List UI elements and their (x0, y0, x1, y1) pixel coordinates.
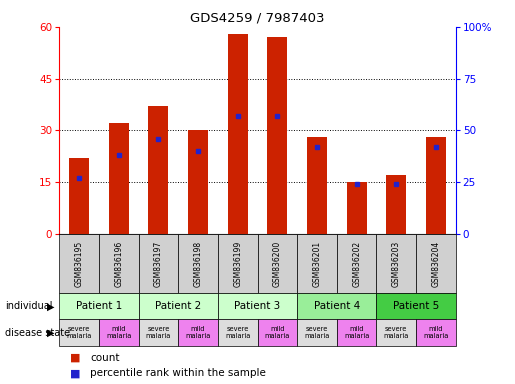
Text: disease state: disease state (5, 328, 70, 338)
Text: severe
malaria: severe malaria (66, 326, 92, 339)
Bar (386, 175, 406, 234)
Text: severe
malaria: severe malaria (384, 326, 409, 339)
Bar (297, 319, 337, 346)
Bar (59, 319, 99, 346)
Text: mild
malaria: mild malaria (265, 326, 290, 339)
Bar (376, 293, 456, 319)
Bar (297, 293, 376, 319)
Bar (178, 319, 218, 346)
Bar (218, 319, 258, 346)
Text: ▶: ▶ (47, 328, 55, 338)
Text: Patient 5: Patient 5 (393, 301, 439, 311)
Bar (258, 319, 297, 346)
Title: GDS4259 / 7987403: GDS4259 / 7987403 (190, 11, 325, 24)
Bar (297, 234, 337, 293)
Text: GSM836204: GSM836204 (432, 240, 440, 287)
Text: Patient 2: Patient 2 (155, 301, 201, 311)
Bar (258, 234, 297, 293)
Bar (337, 234, 376, 293)
Text: individual: individual (5, 301, 53, 311)
Text: percentile rank within the sample: percentile rank within the sample (90, 368, 266, 378)
Bar (218, 293, 297, 319)
Bar (376, 234, 416, 293)
Bar (228, 34, 248, 234)
Text: GSM836198: GSM836198 (194, 240, 202, 287)
Text: GSM836203: GSM836203 (392, 240, 401, 287)
Bar (178, 234, 218, 293)
Text: GSM836195: GSM836195 (75, 240, 83, 287)
Text: severe
malaria: severe malaria (146, 326, 171, 339)
Text: severe
malaria: severe malaria (304, 326, 330, 339)
Bar (347, 182, 367, 234)
Text: GSM836200: GSM836200 (273, 240, 282, 287)
Text: severe
malaria: severe malaria (225, 326, 250, 339)
Bar (376, 319, 416, 346)
Text: ■: ■ (70, 368, 80, 378)
Bar (426, 137, 446, 234)
Bar (188, 131, 208, 234)
Text: mild
malaria: mild malaria (106, 326, 131, 339)
Bar (307, 137, 327, 234)
Bar (218, 234, 258, 293)
Text: GSM836196: GSM836196 (114, 240, 123, 287)
Bar (416, 319, 456, 346)
Text: ▶: ▶ (47, 301, 55, 311)
Text: GSM836197: GSM836197 (154, 240, 163, 287)
Bar (139, 234, 178, 293)
Text: mild
malaria: mild malaria (344, 326, 369, 339)
Bar (139, 319, 178, 346)
Text: Patient 3: Patient 3 (234, 301, 281, 311)
Text: GSM836199: GSM836199 (233, 240, 242, 287)
Bar (267, 37, 287, 234)
Bar (109, 124, 129, 234)
Text: mild
malaria: mild malaria (423, 326, 449, 339)
Text: Patient 1: Patient 1 (76, 301, 122, 311)
Bar (337, 319, 376, 346)
Bar (59, 293, 139, 319)
Bar (139, 293, 218, 319)
Text: count: count (90, 353, 119, 363)
Text: ■: ■ (70, 353, 80, 363)
Text: GSM836202: GSM836202 (352, 240, 361, 287)
Text: mild
malaria: mild malaria (185, 326, 211, 339)
Bar (69, 158, 89, 234)
Bar (99, 234, 139, 293)
Bar (59, 234, 99, 293)
Text: GSM836201: GSM836201 (313, 240, 321, 287)
Text: Patient 4: Patient 4 (314, 301, 360, 311)
Bar (148, 106, 168, 234)
Bar (416, 234, 456, 293)
Bar (99, 319, 139, 346)
